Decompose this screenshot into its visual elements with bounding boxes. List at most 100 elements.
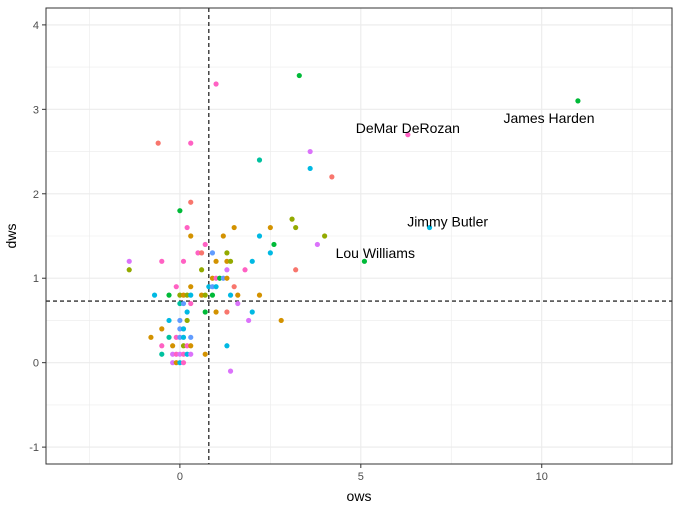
data-point [220, 233, 226, 239]
data-point [173, 351, 179, 357]
data-point [198, 250, 205, 256]
data-point [426, 224, 433, 231]
y-tick-label: 4 [33, 20, 39, 32]
data-point [184, 309, 190, 315]
y-tick-label: 2 [33, 189, 39, 201]
data-point [155, 140, 161, 146]
axis-ticks [42, 24, 543, 468]
data-point [177, 351, 183, 357]
data-point [278, 317, 284, 324]
data-point [180, 292, 187, 298]
data-point [224, 275, 230, 281]
data-point [177, 208, 183, 214]
x-axis-title: ows [347, 488, 372, 504]
data-point [231, 284, 237, 290]
data-point [329, 174, 335, 180]
data-point [177, 300, 183, 307]
x-tick-label: 0 [177, 471, 183, 483]
data-point [188, 140, 194, 146]
data-point [184, 317, 190, 324]
data-point [188, 334, 194, 340]
data-point [198, 267, 205, 273]
data-point [217, 275, 223, 281]
data-point [184, 343, 190, 349]
data-point [188, 343, 194, 349]
y-tick-label: 3 [33, 104, 39, 116]
data-point [224, 343, 230, 349]
data-point [224, 267, 230, 273]
x-tick-label: 10 [536, 471, 548, 483]
data-point [227, 292, 234, 298]
data-point [213, 284, 219, 290]
data-point [209, 292, 216, 298]
reference-lines [46, 8, 672, 464]
data-point [361, 258, 368, 264]
data-point [188, 300, 194, 307]
data-point [209, 250, 216, 256]
data-points [126, 72, 581, 374]
data-point [307, 148, 313, 155]
data-point [126, 258, 132, 264]
data-point [322, 233, 328, 239]
data-point [177, 317, 183, 324]
data-point [293, 267, 299, 273]
data-point [202, 292, 208, 298]
data-point [227, 368, 234, 374]
point-annotation: DeMar DeRozan [356, 120, 460, 136]
data-point [148, 334, 154, 340]
data-point [126, 267, 132, 273]
data-point [188, 233, 194, 239]
data-point [173, 334, 179, 340]
data-point [166, 292, 172, 298]
data-point [202, 241, 208, 248]
data-point [231, 224, 237, 231]
data-point [213, 275, 219, 281]
data-point [159, 343, 165, 349]
data-point [235, 300, 241, 307]
data-point [166, 317, 172, 324]
data-point [271, 241, 277, 248]
data-point [198, 292, 205, 298]
data-point [256, 157, 263, 163]
major-gridlines [46, 8, 672, 464]
data-point [235, 292, 241, 298]
data-point [213, 258, 219, 264]
x-tick-labels: 0 5 10 [177, 471, 548, 483]
data-point [177, 326, 183, 332]
y-axis-title: dws [3, 224, 19, 249]
data-point [242, 267, 248, 273]
data-point [170, 360, 176, 366]
data-point [188, 199, 194, 205]
data-point [151, 292, 158, 298]
data-point [224, 309, 230, 315]
data-point [307, 165, 313, 172]
data-point [256, 292, 263, 298]
x-tick-label: 5 [358, 471, 364, 483]
data-point [173, 360, 179, 366]
data-point [256, 233, 263, 239]
data-point [206, 284, 212, 290]
data-point [202, 309, 208, 315]
data-point [213, 81, 219, 87]
data-point [249, 258, 255, 264]
panel-border [45, 7, 673, 465]
data-point [180, 343, 187, 349]
data-point [180, 258, 187, 264]
data-point [575, 98, 581, 104]
data-point [184, 224, 190, 231]
data-point [159, 351, 165, 357]
point-annotation: James Harden [503, 110, 594, 126]
data-point [188, 351, 194, 357]
minor-gridlines [46, 8, 672, 464]
data-point [159, 326, 165, 332]
data-point [188, 284, 194, 290]
data-point [177, 292, 183, 298]
data-point [293, 224, 299, 231]
y-tick-label: -1 [29, 442, 39, 454]
data-point [180, 300, 187, 307]
data-point [184, 292, 190, 298]
data-point [220, 275, 226, 281]
data-point [188, 292, 194, 298]
data-point [159, 258, 165, 264]
